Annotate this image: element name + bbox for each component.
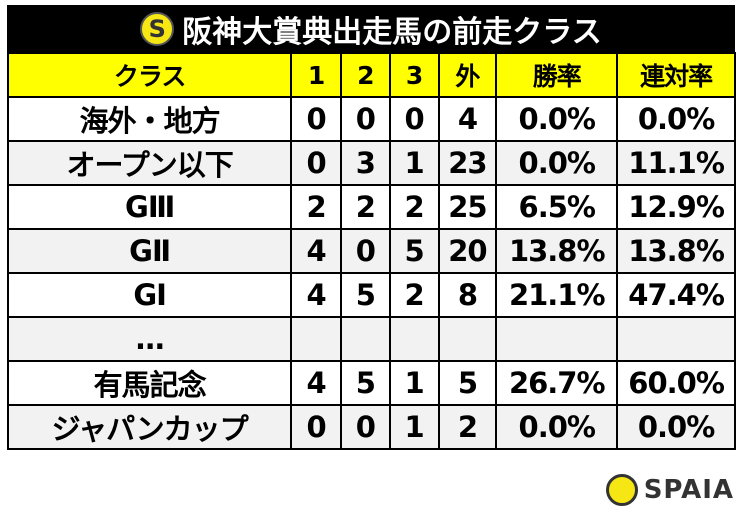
header-cell: クラス <box>6 52 293 98</box>
table-cell: 60.0% <box>616 360 736 406</box>
spaia-brand: SPAIA <box>605 474 734 506</box>
table-cell: 0 <box>290 404 342 450</box>
table-cell <box>437 316 498 362</box>
row-label: 有馬記念 <box>6 360 293 406</box>
table-cell: 6.5% <box>495 184 619 230</box>
table-cell: 3 <box>340 140 391 186</box>
table-cell: 47.4% <box>616 272 736 318</box>
table-row: ジャパンカップ 0 0 1 2 0.0% 0.0% <box>6 404 736 450</box>
table-cell: 5 <box>388 228 440 274</box>
table-cell: 25 <box>437 184 498 230</box>
spaia-logo-icon <box>605 474 638 506</box>
table-cell: 23 <box>437 140 498 186</box>
table-row: … <box>6 316 736 362</box>
table-cell: 0.0% <box>616 404 736 450</box>
table-cell: 1 <box>388 404 440 450</box>
table-row: GⅡ 4 0 5 20 13.8% 13.8% <box>6 228 736 274</box>
header-cell: 連対率 <box>616 52 736 98</box>
row-label: GⅠ <box>6 272 293 318</box>
header-cell: 勝率 <box>495 52 619 98</box>
page-title: 阪神大賞典出走馬の前走クラス <box>182 14 602 50</box>
table-cell: 4 <box>437 96 498 142</box>
table-cell: 4 <box>290 360 342 406</box>
table-cell: 1 <box>388 140 440 186</box>
header-cell: 外 <box>437 52 498 98</box>
spaia-logo-icon: S <box>140 11 175 46</box>
table-cell: 20 <box>437 228 498 274</box>
row-label: オープン以下 <box>6 140 293 186</box>
table-cell: 5 <box>340 360 391 406</box>
table-cell: 2 <box>388 184 440 230</box>
table-cell: 2 <box>388 272 440 318</box>
row-label: GⅢ <box>6 184 293 230</box>
header-row: クラス 1 2 3 外勝率 連対率 <box>6 52 736 98</box>
table-cell: 0 <box>290 96 342 142</box>
table-cell <box>495 316 619 362</box>
table-cell: 0.0% <box>495 404 619 450</box>
row-label: GⅡ <box>6 228 293 274</box>
table-cell: 0.0% <box>495 96 619 142</box>
table-cell: 12.9% <box>616 184 736 230</box>
table-cell: 13.8% <box>495 228 619 274</box>
table-cell: 4 <box>290 228 342 274</box>
brand-name: SPAIA <box>643 475 734 505</box>
table-row: GⅢ 2 2 2 25 6.5% 12.9% <box>6 184 736 230</box>
table-row: 海外・地方 0 0 0 4 0.0% 0.0% <box>6 96 736 142</box>
table-cell: 0 <box>388 96 440 142</box>
table-cell: 4 <box>290 272 342 318</box>
table-cell: 26.7% <box>495 360 619 406</box>
row-label: ジャパンカップ <box>6 404 293 450</box>
table-cell: 5 <box>437 360 498 406</box>
table-cell: 5 <box>340 272 391 318</box>
table-cell: 2 <box>437 404 498 450</box>
table-cell: 0.0% <box>495 140 619 186</box>
table-cell: 0.0% <box>616 96 736 142</box>
table-cell: 13.8% <box>616 228 736 274</box>
table-cell <box>616 316 736 362</box>
table-cell: 0 <box>340 404 391 450</box>
table-row: GⅠ 4 5 2 8 21.1% 47.4% <box>6 272 736 318</box>
row-label: 海外・地方 <box>6 96 293 142</box>
class-table: クラス 1 2 3 外勝率 連対率 海外・地方 0 0 0 4 0.0% 0.0% オープン以下 0 3 1 23… <box>6 52 736 450</box>
header-cell: 1 <box>290 52 342 98</box>
table-row: 有馬記念 4 5 1 5 26.7% 60.0% <box>6 360 736 406</box>
chart-title-bar: S 阪神大賞典出走馬の前走クラス <box>7 5 735 52</box>
header-cell: 2 <box>340 52 391 98</box>
table-cell: 1 <box>388 360 440 406</box>
table-cell: 0 <box>290 140 342 186</box>
table-cell: 0 <box>340 96 391 142</box>
table-row: オープン以下 0 3 1 23 0.0% 11.1% <box>6 140 736 186</box>
table-cell: 0 <box>340 228 391 274</box>
row-label: … <box>6 316 293 362</box>
table-cell <box>340 316 391 362</box>
table-cell <box>388 316 440 362</box>
table-cell: 11.1% <box>616 140 736 186</box>
table-cell: 8 <box>437 272 498 318</box>
table-cell: 2 <box>290 184 342 230</box>
table-cell <box>290 316 342 362</box>
table-cell: 21.1% <box>495 272 619 318</box>
header-cell: 3 <box>388 52 440 98</box>
table-cell: 2 <box>340 184 391 230</box>
